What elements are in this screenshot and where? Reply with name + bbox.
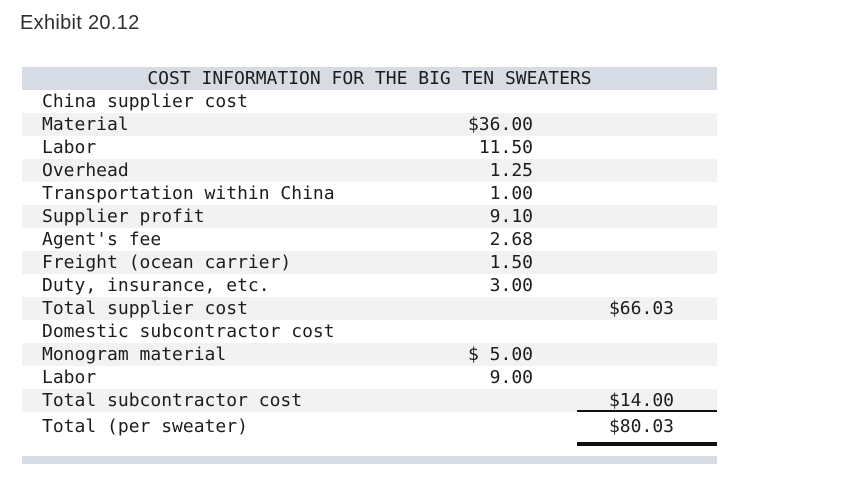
row-label: Total supplier cost bbox=[42, 298, 248, 319]
row-value: 1.25 bbox=[489, 160, 533, 181]
table-title: COST INFORMATION FOR THE BIG TEN SWEATER… bbox=[22, 67, 717, 90]
table-row: Overhead 1.25 bbox=[22, 159, 717, 182]
row-total bbox=[577, 366, 717, 389]
row-value: $ 5.00 bbox=[467, 344, 533, 365]
exhibit-title: Exhibit 20.12 bbox=[20, 12, 140, 34]
row-label: Labor bbox=[42, 137, 97, 158]
row-label: Duty, insurance, etc. bbox=[42, 275, 270, 296]
table-row: Total subcontractor cost $14.00 bbox=[22, 389, 717, 412]
row-total bbox=[577, 251, 717, 274]
double-rule bbox=[577, 442, 717, 446]
row-value bbox=[403, 90, 533, 113]
table-row: Duty, insurance, etc. 3.00 bbox=[22, 274, 717, 297]
row-total bbox=[577, 274, 717, 297]
row-value: 9.00 bbox=[489, 367, 533, 388]
row-label: Domestic subcontractor cost bbox=[42, 321, 335, 342]
row-total bbox=[577, 205, 717, 228]
table-bottom-bar bbox=[22, 456, 717, 464]
row-label: Monogram material bbox=[42, 344, 227, 365]
table-row: Agent's fee 2.68 bbox=[22, 228, 717, 251]
table-row: Transportation within China 1.00 bbox=[22, 182, 717, 205]
table-row: Labor 9.00 bbox=[22, 366, 717, 389]
cost-table: COST INFORMATION FOR THE BIG TEN SWEATER… bbox=[22, 67, 717, 464]
row-total bbox=[577, 228, 717, 251]
table-row: Supplier profit 9.10 bbox=[22, 205, 717, 228]
row-total bbox=[577, 343, 717, 366]
row-value bbox=[403, 297, 533, 320]
table-row: China supplier cost bbox=[22, 90, 717, 113]
row-label: Total subcontractor cost bbox=[42, 390, 303, 411]
row-value: 1.50 bbox=[489, 252, 533, 273]
row-total bbox=[577, 113, 717, 136]
table-row: Total supplier cost $66.03 bbox=[22, 297, 717, 320]
row-total: $66.03 bbox=[608, 298, 674, 319]
row-label: Labor bbox=[42, 367, 97, 388]
table-row: Freight (ocean carrier) 1.50 bbox=[22, 251, 717, 274]
grand-total-amount: $80.03 bbox=[608, 416, 674, 437]
row-value bbox=[403, 389, 533, 412]
row-total bbox=[577, 159, 717, 182]
row-value: 1.00 bbox=[489, 183, 533, 204]
row-total bbox=[577, 90, 717, 113]
row-total bbox=[577, 320, 717, 343]
grand-total-value-spacer bbox=[403, 412, 533, 442]
row-total: $14.00 bbox=[577, 389, 717, 412]
table-body: China supplier cost Material $36.00 Labo… bbox=[22, 90, 717, 412]
row-value: 2.68 bbox=[489, 229, 533, 250]
row-total bbox=[577, 136, 717, 159]
row-label: China supplier cost bbox=[42, 91, 248, 112]
grand-total-row: Total (per sweater) $80.03 bbox=[22, 412, 717, 442]
row-total bbox=[577, 182, 717, 205]
row-value: 9.10 bbox=[489, 206, 533, 227]
row-label: Transportation within China bbox=[42, 183, 335, 204]
row-value: 3.00 bbox=[489, 275, 533, 296]
row-label: Freight (ocean carrier) bbox=[42, 252, 292, 273]
row-label: Overhead bbox=[42, 160, 129, 181]
row-value: 11.50 bbox=[478, 137, 533, 158]
table-row: Material $36.00 bbox=[22, 113, 717, 136]
row-label: Material bbox=[42, 114, 129, 135]
row-label: Supplier profit bbox=[42, 206, 205, 227]
table-row: Labor 11.50 bbox=[22, 136, 717, 159]
table-row: Domestic subcontractor cost bbox=[22, 320, 717, 343]
row-value: $36.00 bbox=[467, 114, 533, 135]
table-row: Monogram material $ 5.00 bbox=[22, 343, 717, 366]
grand-total-label: Total (per sweater) bbox=[42, 416, 248, 437]
row-value bbox=[403, 320, 533, 343]
row-label: Agent's fee bbox=[42, 229, 162, 250]
